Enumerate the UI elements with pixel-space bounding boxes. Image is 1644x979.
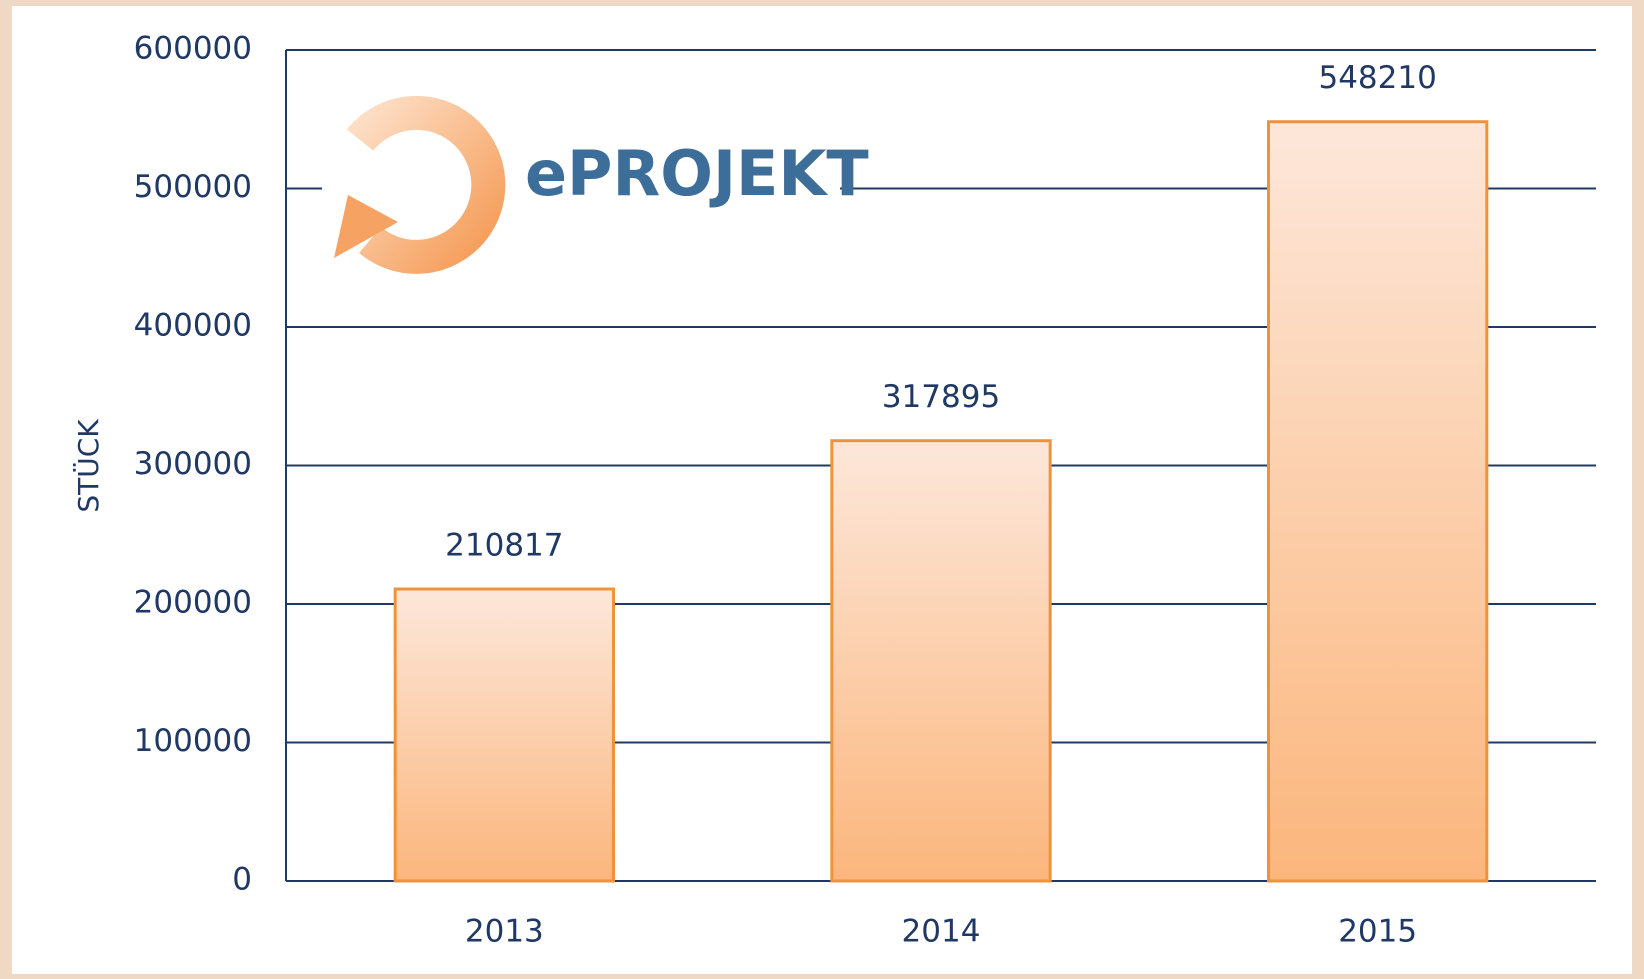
logo-ring: [346, 95, 506, 274]
y-tick-label: 500000: [134, 169, 252, 205]
x-tick-label: 2014: [902, 914, 981, 950]
y-tick-label: 600000: [134, 31, 252, 67]
y-tick-label: 100000: [134, 723, 252, 759]
bar: [830, 439, 1052, 883]
y-tick-label: 200000: [134, 585, 252, 621]
y-tick-label: 0: [232, 862, 252, 898]
x-tick-label: 2015: [1338, 914, 1417, 950]
logo: ePROJEKT: [322, 95, 869, 275]
x-tick-label: 2013: [465, 914, 544, 950]
bar: [393, 587, 615, 883]
y-tick-label: 400000: [134, 308, 252, 344]
data-label: 317895: [882, 379, 1000, 415]
y-tick-label: 300000: [134, 446, 252, 482]
y-axis-label: STÜCK: [71, 419, 105, 513]
logo-text: ePROJEKT: [525, 137, 869, 210]
data-label: 548210: [1318, 60, 1436, 96]
bar: [1267, 120, 1489, 883]
data-label: 210817: [445, 528, 563, 564]
logo-arrow: [334, 195, 398, 258]
